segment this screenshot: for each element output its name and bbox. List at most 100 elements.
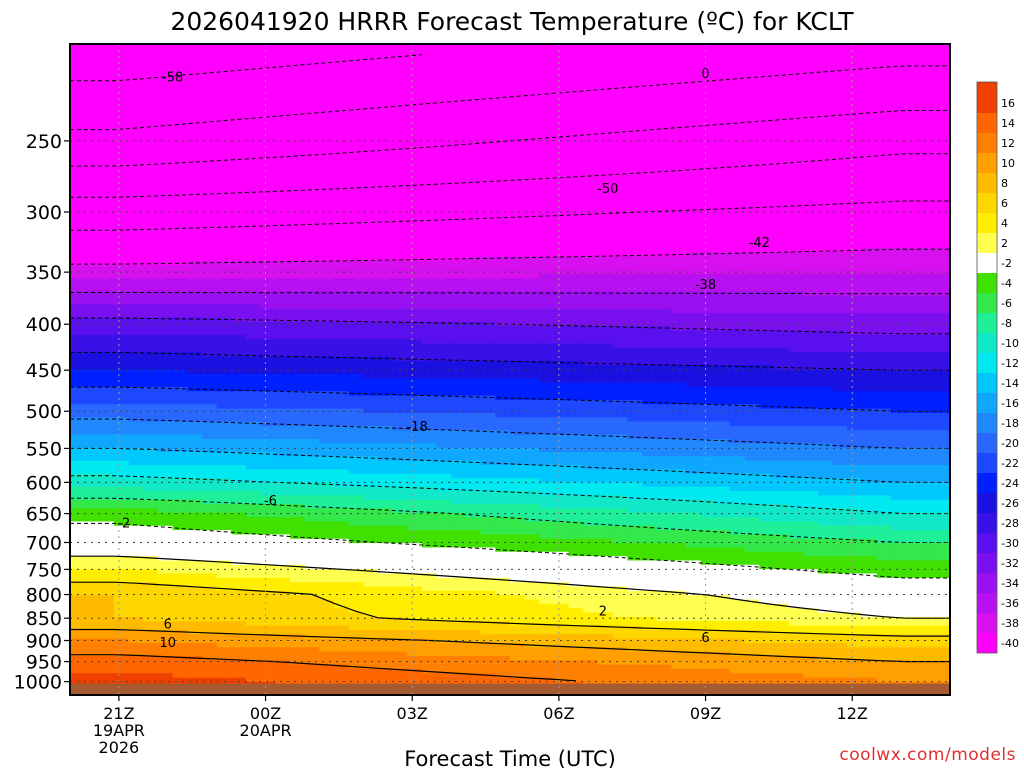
- temperature-cell: [334, 156, 350, 162]
- temperature-cell: [539, 386, 555, 392]
- temperature-cell: [422, 70, 438, 75]
- temperature-cell: [187, 495, 203, 501]
- temperature-cell: [319, 265, 335, 271]
- temperature-cell: [275, 512, 291, 518]
- temperature-cell: [216, 243, 232, 249]
- temperature-cell: [334, 421, 350, 427]
- temperature-cell: [466, 304, 482, 310]
- temperature-cell: [378, 460, 394, 466]
- temperature-cell: [290, 408, 306, 414]
- temperature-cell: [363, 256, 379, 262]
- temperature-cell: [378, 616, 394, 622]
- temperature-cell: [451, 265, 467, 271]
- temperature-cell: [246, 391, 262, 397]
- temperature-cell: [70, 608, 86, 614]
- temperature-cell: [128, 334, 144, 340]
- temperature-cell: [202, 586, 218, 592]
- temperature-cell: [480, 543, 496, 549]
- temperature-cell: [466, 70, 482, 75]
- temperature-cell: [436, 343, 452, 349]
- temperature-cell: [304, 239, 320, 245]
- temperature-cell: [246, 673, 262, 679]
- temperature-cell: [392, 603, 408, 609]
- temperature-cell: [84, 478, 100, 483]
- temperature-cell: [216, 508, 232, 514]
- temperature-cell: [524, 590, 540, 596]
- temperature-cell: [466, 373, 482, 379]
- temperature-cell: [334, 91, 350, 97]
- temperature-cell: [363, 74, 379, 80]
- temperature-cell: [246, 287, 262, 292]
- temperature-cell: [407, 195, 423, 201]
- temperature-cell: [260, 616, 276, 622]
- temperature-cell: [422, 321, 438, 327]
- temperature-cell: [451, 52, 467, 58]
- temperature-cell: [495, 91, 511, 97]
- temperature-cell: [246, 504, 262, 509]
- temperature-cell: [539, 61, 555, 67]
- temperature-cell: [480, 373, 496, 379]
- temperature-cell: [70, 48, 86, 54]
- temperature-cell: [231, 430, 247, 436]
- temperature-cell: [466, 668, 482, 674]
- temperature-cell: [246, 204, 262, 210]
- temperature-cell: [510, 369, 526, 375]
- temperature-cell: [319, 534, 335, 540]
- temperature-cell: [158, 504, 174, 509]
- temperature-cell: [422, 408, 438, 414]
- temperature-cell: [334, 122, 350, 128]
- temperature-cell: [99, 265, 115, 271]
- temperature-cell: [480, 629, 496, 635]
- temperature-cell: [70, 677, 86, 683]
- temperature-cell: [70, 165, 86, 171]
- temperature-cell: [304, 243, 320, 249]
- temperature-cell: [466, 443, 482, 449]
- temperature-cell: [202, 608, 218, 614]
- temperature-cell: [275, 143, 291, 149]
- temperature-cell: [378, 152, 394, 158]
- temperature-cell: [334, 148, 350, 154]
- temperature-cell: [319, 44, 335, 49]
- temperature-cell: [363, 65, 379, 71]
- temperature-cell: [202, 300, 218, 305]
- temperature-cell: [363, 434, 379, 440]
- temperature-cell: [319, 234, 335, 240]
- temperature-cell: [275, 252, 291, 258]
- temperature-cell: [378, 634, 394, 640]
- temperature-cell: [187, 291, 203, 297]
- temperature-cell: [158, 339, 174, 345]
- temperature-cell: [84, 278, 100, 284]
- temperature-cell: [231, 634, 247, 640]
- temperature-cell: [172, 130, 188, 136]
- temperature-cell: [436, 178, 452, 184]
- temperature-cell: [363, 96, 379, 102]
- temperature-cell: [480, 625, 496, 631]
- temperature-cell: [422, 612, 438, 618]
- temperature-cell: [378, 161, 394, 167]
- temperature-cell: [348, 78, 364, 84]
- temperature-cell: [202, 252, 218, 258]
- temperature-cell: [539, 70, 555, 75]
- temperature-cell: [260, 226, 276, 232]
- temperature-cell: [216, 360, 232, 366]
- temperature-cell: [480, 256, 496, 262]
- temperature-cell: [319, 512, 335, 518]
- temperature-cell: [422, 369, 438, 375]
- temperature-cell: [202, 395, 218, 401]
- temperature-cell: [304, 217, 320, 223]
- temperature-cell: [275, 517, 291, 522]
- temperature-cell: [99, 300, 115, 305]
- temperature-cell: [143, 113, 159, 119]
- temperature-cell: [143, 165, 159, 171]
- temperature-cell: [319, 595, 335, 601]
- temperature-cell: [363, 612, 379, 618]
- temperature-cell: [436, 152, 452, 158]
- temperature-cell: [231, 508, 247, 514]
- temperature-cell: [319, 425, 335, 431]
- temperature-cell: [128, 599, 144, 605]
- temperature-cell: [334, 677, 350, 683]
- temperature-cell: [334, 300, 350, 305]
- temperature-cell: [290, 451, 306, 457]
- temperature-cell: [275, 187, 291, 193]
- temperature-cell: [510, 378, 526, 384]
